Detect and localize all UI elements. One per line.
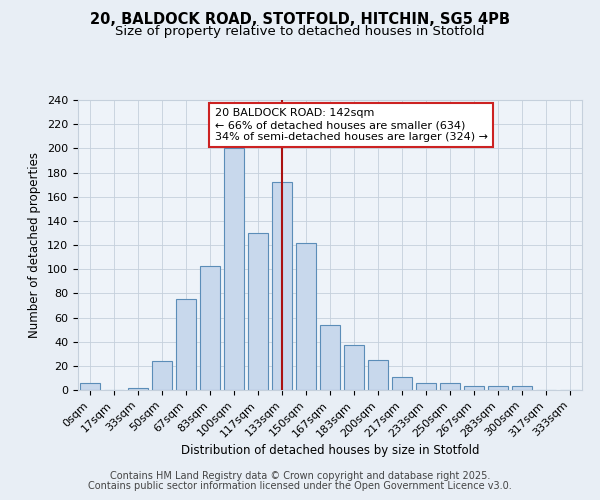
X-axis label: Distribution of detached houses by size in Stotfold: Distribution of detached houses by size … [181,444,479,457]
Y-axis label: Number of detached properties: Number of detached properties [28,152,41,338]
Bar [272,182,292,390]
Bar [80,383,100,390]
Bar [392,376,412,390]
Text: Contains HM Land Registry data © Crown copyright and database right 2025.: Contains HM Land Registry data © Crown c… [110,471,490,481]
Bar [128,388,148,390]
Bar [512,386,532,390]
Bar [296,242,316,390]
Bar [224,148,244,390]
Bar [368,360,388,390]
Bar [488,386,508,390]
Bar [200,266,220,390]
Bar [248,233,268,390]
Text: Size of property relative to detached houses in Stotfold: Size of property relative to detached ho… [115,25,485,38]
Bar [464,386,484,390]
Text: 20, BALDOCK ROAD, STOTFOLD, HITCHIN, SG5 4PB: 20, BALDOCK ROAD, STOTFOLD, HITCHIN, SG5… [90,12,510,28]
Bar [416,383,436,390]
Bar [440,383,460,390]
Bar [344,346,364,390]
Bar [176,300,196,390]
Text: 20 BALDOCK ROAD: 142sqm
← 66% of detached houses are smaller (634)
34% of semi-d: 20 BALDOCK ROAD: 142sqm ← 66% of detache… [215,108,488,142]
Bar [152,361,172,390]
Text: Contains public sector information licensed under the Open Government Licence v3: Contains public sector information licen… [88,481,512,491]
Bar [320,325,340,390]
